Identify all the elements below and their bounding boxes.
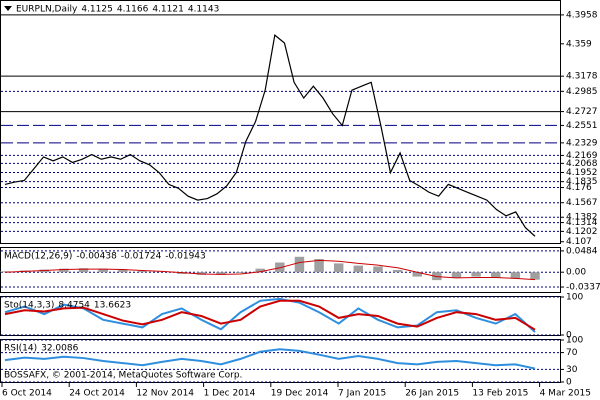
reading: 4.1143 <box>188 5 220 15</box>
indicator-line <box>4 297 536 333</box>
rsi-panel <box>0 339 561 383</box>
indicator-title: MACD(12,26,9) <box>4 252 72 262</box>
y-tick-label: 4.2985 <box>566 87 598 97</box>
y-tick-label: 4.3178 <box>566 72 598 82</box>
y-tick-label: 4.1314 <box>566 218 598 228</box>
macd-bar <box>353 265 364 273</box>
x-tick-label: 7 Jan 2015 <box>338 389 386 399</box>
y-tick-label: 4.2169 <box>566 151 598 161</box>
x-tick-label: 1 Dec 2014 <box>204 389 256 399</box>
y-tick-label: 4.176 <box>566 183 592 193</box>
macd-bar <box>333 263 344 273</box>
y-tick-label: 4.3958 <box>566 10 598 20</box>
x-tick-label: 4 Mar 2015 <box>540 389 591 399</box>
y-tick-label: 4.359 <box>566 39 592 49</box>
reading: -0.01724 <box>121 252 162 262</box>
y-tick-label: 30 <box>566 365 578 375</box>
reading: 4.1166 <box>117 5 149 15</box>
macd-panel <box>0 247 561 293</box>
price-panel <box>0 0 561 244</box>
reading: -0.01943 <box>165 252 205 262</box>
x-tick-label: 24 Oct 2014 <box>69 389 125 399</box>
footer: BOSSAFX, © 2001-2014, MetaQuotes Softwar… <box>4 371 242 381</box>
macd-bar <box>59 268 69 273</box>
y-tick-label: 0 <box>566 331 572 341</box>
price-line <box>4 34 536 237</box>
macd-bar <box>471 272 481 277</box>
y-tick-label: 4.1835 <box>566 177 598 187</box>
macd-bar <box>78 268 89 273</box>
sto-panel <box>0 296 561 336</box>
macd-bar <box>491 272 501 278</box>
macd-bar <box>235 272 246 274</box>
x-tick-label: 26 Jan 2015 <box>405 389 459 399</box>
y-tick-label: 4.2068 <box>566 159 598 169</box>
x-tick-label: 19 Dec 2014 <box>271 389 329 399</box>
y-tick-label: 4.1952 <box>566 168 598 178</box>
macd-bar <box>412 272 422 277</box>
macd-bar <box>373 266 383 273</box>
y-tick-label: 4.1382 <box>566 213 598 223</box>
menu-arrow <box>4 6 12 11</box>
macd-bar <box>530 272 540 280</box>
y-tick-label: 100 <box>566 293 583 303</box>
macd-bar <box>255 268 265 273</box>
indicator-line <box>4 348 536 370</box>
y-tick-label: 4.2551 <box>566 121 598 131</box>
reading: 4.1121 <box>152 5 184 15</box>
y-tick-label: 70 <box>566 348 578 358</box>
indicator-title: Sto(14,3,3) <box>4 301 54 311</box>
macd-bar <box>118 269 128 273</box>
x-tick-label: 12 Nov 2014 <box>136 389 194 399</box>
y-tick-label: 0.0484 <box>566 246 598 256</box>
x-tick-label: 6 Oct 2014 <box>2 389 52 399</box>
y-tick-label: 4.1202 <box>566 227 598 237</box>
y-tick-label: 4.2329 <box>566 138 598 148</box>
reading: 32.0086 <box>41 344 78 354</box>
reading: -0.00438 <box>76 252 117 262</box>
x-tick-label: 13 Feb 2015 <box>472 389 528 399</box>
y-tick-label: 4.1567 <box>566 198 598 208</box>
y-tick-label: 4.107 <box>566 237 592 247</box>
macd-bar <box>98 268 108 273</box>
reading: 13.6623 <box>94 301 131 311</box>
y-tick-label: -0.0337 <box>566 283 600 293</box>
macd-bar <box>216 272 226 275</box>
macd-bar <box>451 272 462 278</box>
reading: 4.1125 <box>81 5 113 15</box>
macd-bar <box>137 270 148 273</box>
macd-bar <box>314 259 324 273</box>
y-tick-label: 4.2727 <box>566 107 598 117</box>
indicator-title: RSI(14) <box>4 344 37 354</box>
y-tick-label: 100 <box>566 336 583 346</box>
reading: 8.4754 <box>58 301 90 311</box>
indicator-title: EURPLN,Daily <box>16 5 78 15</box>
signal-line <box>4 259 536 281</box>
macd-bar <box>510 272 521 279</box>
macd-bar <box>294 256 305 273</box>
y-tick-label: 0.00 <box>566 268 586 278</box>
y-tick-label: 0 <box>566 378 572 388</box>
macd-bar <box>392 270 403 273</box>
indicator-line <box>4 299 536 331</box>
